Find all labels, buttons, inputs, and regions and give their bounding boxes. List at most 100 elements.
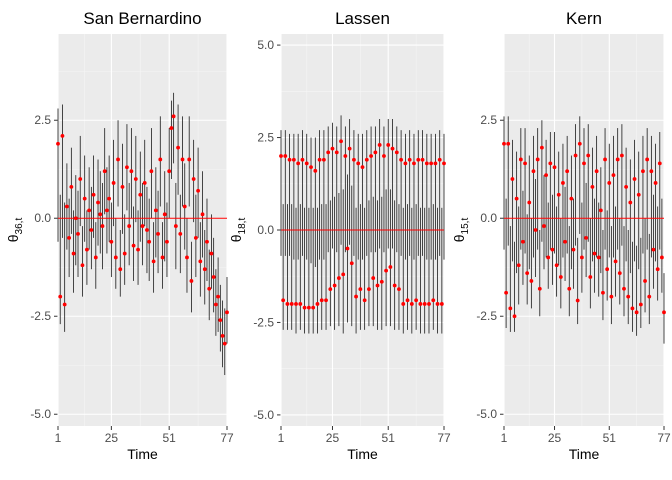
estimate-point: [382, 154, 386, 158]
estimate-point: [516, 263, 521, 268]
estimate-point: [306, 305, 311, 310]
estimate-point: [367, 287, 371, 292]
estimate-point: [109, 239, 114, 244]
estimate-point: [594, 169, 599, 174]
estimate-point: [113, 255, 118, 260]
estimate-point: [339, 139, 343, 144]
estimate-point: [347, 146, 352, 151]
estimate-point: [343, 154, 348, 158]
estimate-point: [512, 314, 517, 319]
estimate-point: [131, 243, 136, 248]
y-axis-title: θ15,t: [451, 218, 471, 243]
estimate-point: [601, 290, 605, 295]
estimate-point: [191, 177, 196, 181]
x-tick-label: 77: [220, 431, 234, 445]
estimate-point: [291, 157, 296, 162]
estimate-point: [60, 134, 65, 138]
estimate-point: [508, 306, 513, 311]
estimate-point: [592, 251, 597, 256]
estimate-point: [158, 157, 163, 162]
estimate-point: [442, 161, 446, 166]
estimate-point: [379, 279, 384, 284]
estimate-point: [590, 184, 595, 189]
estimate-point: [207, 286, 212, 291]
estimate-point: [193, 235, 198, 240]
estimate-point: [386, 143, 391, 147]
estimate-point: [313, 168, 318, 173]
estimate-point: [390, 146, 395, 151]
estimate-point: [394, 150, 399, 155]
estimate-point: [202, 267, 207, 272]
estimate-point: [571, 247, 576, 252]
y-tick-label: -2.5: [476, 309, 497, 323]
estimate-point: [198, 259, 203, 264]
panel-title: San Bernardino: [83, 9, 201, 28]
estimate-point: [420, 157, 425, 162]
estimate-point: [431, 298, 436, 303]
estimate-point: [561, 181, 565, 185]
estimate-point: [225, 310, 229, 315]
estimate-point: [546, 255, 551, 260]
estimate-point: [111, 181, 116, 185]
estimate-point: [397, 287, 401, 292]
estimate-point: [375, 283, 380, 288]
estimate-point: [613, 259, 618, 264]
x-tick-label: 51: [163, 431, 177, 445]
estimate-point: [584, 235, 589, 240]
estimate-point: [98, 212, 103, 217]
estimate-point: [298, 302, 303, 306]
estimate-point: [187, 157, 192, 162]
x-tick-label: 51: [603, 431, 617, 445]
estimate-point: [412, 161, 416, 166]
estimate-point: [622, 286, 626, 291]
estimate-point: [209, 251, 214, 256]
estimate-point: [160, 255, 165, 260]
estimate-point: [586, 153, 591, 158]
estimate-point: [558, 275, 563, 279]
estimate-point: [628, 200, 633, 205]
estimate-point: [349, 261, 354, 266]
estimate-point: [127, 224, 132, 228]
estimate-point: [624, 184, 629, 189]
estimate-point: [596, 255, 601, 260]
estimate-point: [334, 150, 339, 155]
x-tick-label: 77: [657, 431, 671, 445]
estimate-point: [531, 169, 536, 174]
estimate-point: [414, 298, 419, 303]
estimate-point: [399, 157, 404, 162]
estimate-point: [205, 239, 209, 244]
estimate-point: [356, 161, 361, 166]
y-tick-label: -5.0: [30, 407, 51, 421]
x-tick-label: 51: [382, 431, 396, 445]
estimate-point: [93, 255, 98, 260]
estimate-point: [218, 318, 223, 323]
estimate-point: [171, 114, 176, 119]
y-tick-label: -2.5: [30, 309, 51, 323]
estimate-point: [403, 161, 408, 166]
estimate-point: [416, 157, 421, 162]
x-tick-label: 25: [105, 431, 119, 445]
estimate-point: [285, 302, 290, 306]
estimate-point: [309, 165, 313, 170]
estimate-point: [138, 192, 143, 197]
estimate-point: [136, 247, 140, 252]
estimate-point: [567, 286, 572, 291]
y-axis-title-subscript: 36,t: [14, 218, 25, 235]
estimate-point: [373, 150, 378, 155]
y-tick-label: 5.0: [257, 38, 274, 52]
estimate-point: [80, 263, 85, 268]
estimate-point: [165, 239, 169, 244]
estimate-point: [575, 298, 580, 303]
estimate-point: [424, 161, 429, 166]
estimate-point: [133, 177, 138, 181]
estimate-point: [504, 290, 509, 295]
estimate-point: [662, 310, 666, 315]
estimate-point: [577, 141, 582, 146]
y-tick-label: -5.0: [476, 407, 497, 421]
estimate-point: [588, 275, 593, 279]
estimate-point: [216, 294, 221, 299]
estimate-point: [69, 184, 74, 189]
estimate-point: [647, 294, 652, 299]
estimate-point: [552, 165, 557, 170]
y-axis-title: θ36,t: [5, 218, 25, 243]
